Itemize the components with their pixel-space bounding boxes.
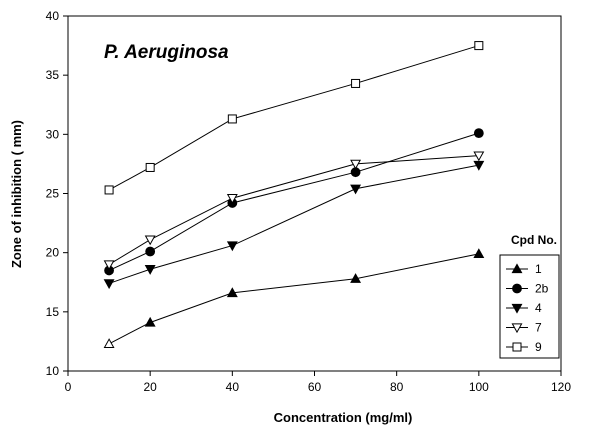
- legend-label-2b: 2b: [535, 282, 549, 296]
- data-point-7: [226, 194, 238, 204]
- chart-title: P. Aeruginosa: [104, 42, 229, 63]
- x-tick-label: 40: [226, 380, 240, 394]
- series-4: [103, 160, 485, 290]
- y-tick-label: 40: [46, 9, 60, 23]
- legend-marker-4: [511, 303, 523, 314]
- legend-label-9: 9: [535, 340, 542, 354]
- y-tick-label: 35: [46, 68, 60, 82]
- legend-title: Cpd No.: [511, 233, 557, 247]
- data-point-7: [103, 260, 115, 271]
- x-tick-label: 100: [469, 380, 489, 394]
- data-point-2b: [145, 246, 156, 257]
- legend-marker-7: [511, 323, 523, 334]
- legend-box: [499, 254, 560, 359]
- y-tick-label: 20: [46, 246, 60, 260]
- legend-marker-9: [512, 342, 522, 352]
- x-tick-label: 80: [390, 380, 404, 394]
- legend-label-1: 1: [535, 262, 542, 276]
- y-tick-label: 15: [46, 305, 60, 319]
- series-group: [103, 41, 485, 348]
- data-point-4: [144, 265, 156, 275]
- y-tick-label: 10: [46, 364, 60, 378]
- legend: 1 2b 4 7 9: [499, 254, 560, 359]
- y-axis-title: Zone of inhibition ( mm): [9, 120, 24, 268]
- legend-label-4: 4: [535, 301, 542, 315]
- legend-marker-2b: [512, 283, 522, 294]
- x-tick-label: 120: [551, 380, 571, 394]
- data-point-7: [473, 151, 485, 162]
- series-7: [103, 151, 485, 271]
- data-point-2b: [473, 128, 484, 139]
- x-axis-title: Concentration (mg/ml): [274, 410, 413, 425]
- series-9: [104, 41, 484, 195]
- data-point-4: [103, 279, 115, 290]
- legend-marker-1: [511, 263, 523, 274]
- data-point-1: [226, 287, 238, 298]
- x-tick-label: 20: [143, 380, 157, 394]
- data-point-1: [144, 316, 156, 327]
- data-point-1: [473, 248, 485, 259]
- data-point-1: [103, 338, 115, 348]
- data-point-4: [226, 241, 238, 252]
- x-tick-label: 0: [65, 380, 72, 394]
- data-point-9: [104, 185, 114, 195]
- data-point-9: [145, 162, 155, 172]
- x-tick-label: 60: [308, 380, 322, 394]
- axes: 0 20 40 60 80 100 120 10 15 20 25 30 35 40: [46, 9, 572, 394]
- data-point-1: [350, 273, 362, 283]
- data-point-9: [474, 41, 484, 51]
- y-tick-label: 30: [46, 127, 60, 141]
- y-tick-label: 25: [46, 187, 60, 201]
- data-point-7: [144, 235, 156, 246]
- data-point-4: [350, 184, 362, 195]
- series-1: [103, 248, 485, 348]
- data-point-7: [350, 159, 362, 170]
- legend-label-7: 7: [535, 321, 542, 335]
- data-point-9: [227, 114, 237, 124]
- data-point-4: [473, 160, 485, 171]
- data-point-9: [351, 78, 361, 88]
